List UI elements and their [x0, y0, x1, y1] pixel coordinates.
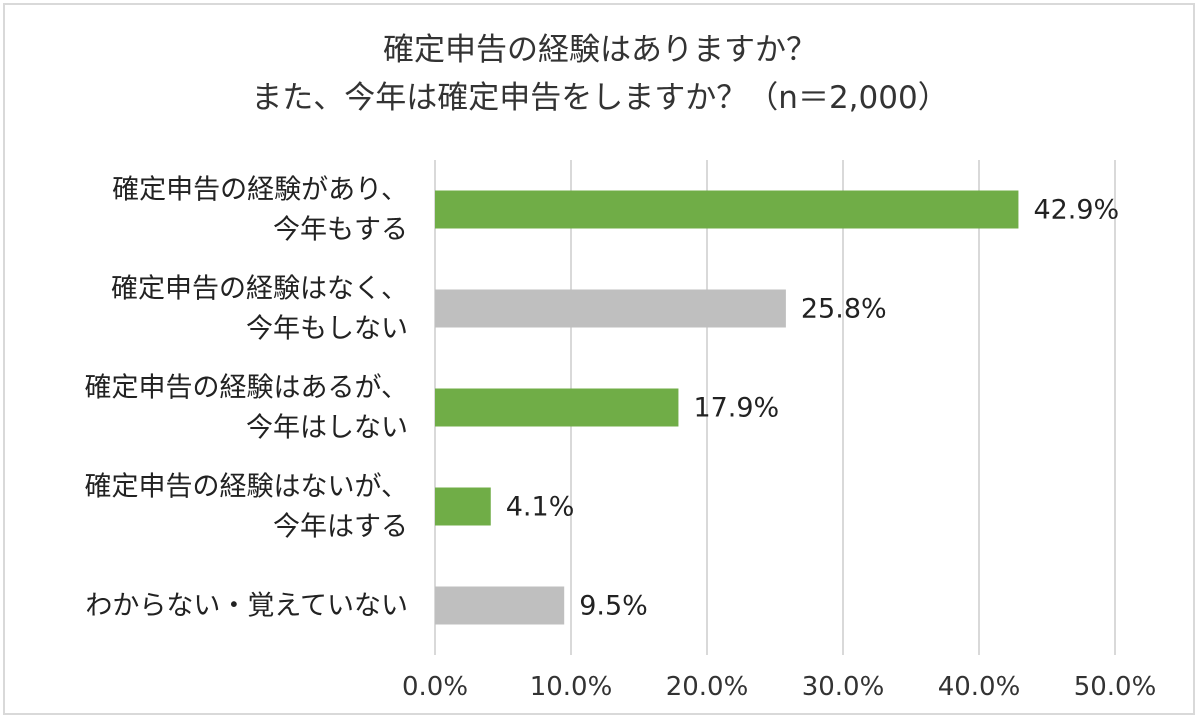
chart-frame — [3, 3, 1195, 715]
gridlines — [434, 160, 1116, 655]
data-label: 9.5% — [579, 591, 648, 622]
chart-title-line-2: また、今年は確定申告をしますか？（n＝2,000） — [251, 80, 948, 116]
data-label: 42.9% — [1033, 195, 1119, 226]
category-label: 今年もしない — [246, 314, 408, 345]
category-label: 確定申告の経験はあるが、 — [85, 373, 408, 404]
category-labels: 確定申告の経験があり、今年もする確定申告の経験はなく、今年もしない確定申告の経験… — [85, 175, 408, 622]
x-tick-label: 20.0% — [666, 672, 749, 702]
x-axis-tick-labels: 0.0% 10.0% 20.0% 30.0% 40.0% 50.0% — [402, 672, 1156, 702]
category-label: 確定申告の経験はなく、 — [111, 274, 408, 305]
data-label: 4.1% — [506, 492, 575, 523]
category-label: 今年はする — [273, 512, 408, 543]
bar — [435, 487, 491, 526]
category-label: 今年もする — [273, 215, 408, 246]
category-label: わからない・覚えていない — [85, 591, 408, 622]
x-tick-label: 10.0% — [530, 672, 613, 702]
bar — [435, 586, 565, 625]
chart-title: 確定申告の経験はありますか？ また、今年は確定申告をしますか？（n＝2,000） — [251, 32, 948, 116]
x-tick-label: 40.0% — [938, 672, 1021, 702]
bar — [435, 190, 1019, 229]
x-tick-label: 30.0% — [802, 672, 885, 702]
bars — [435, 190, 1019, 625]
data-labels: 42.9% 25.8% 17.9% 4.1% 9.5% — [506, 195, 1119, 622]
x-tick-label: 0.0% — [402, 672, 468, 702]
category-label: 確定申告の経験があり、 — [112, 175, 408, 206]
chart-title-line-1: 確定申告の経験はありますか？ — [383, 32, 817, 68]
bar — [435, 388, 679, 427]
x-tick-label: 50.0% — [1074, 672, 1157, 702]
data-label: 25.8% — [801, 294, 887, 325]
data-label: 17.9% — [693, 393, 779, 424]
bar — [435, 289, 786, 328]
category-label: 今年はしない — [246, 413, 408, 444]
category-label: 確定申告の経験はないが、 — [85, 472, 408, 503]
